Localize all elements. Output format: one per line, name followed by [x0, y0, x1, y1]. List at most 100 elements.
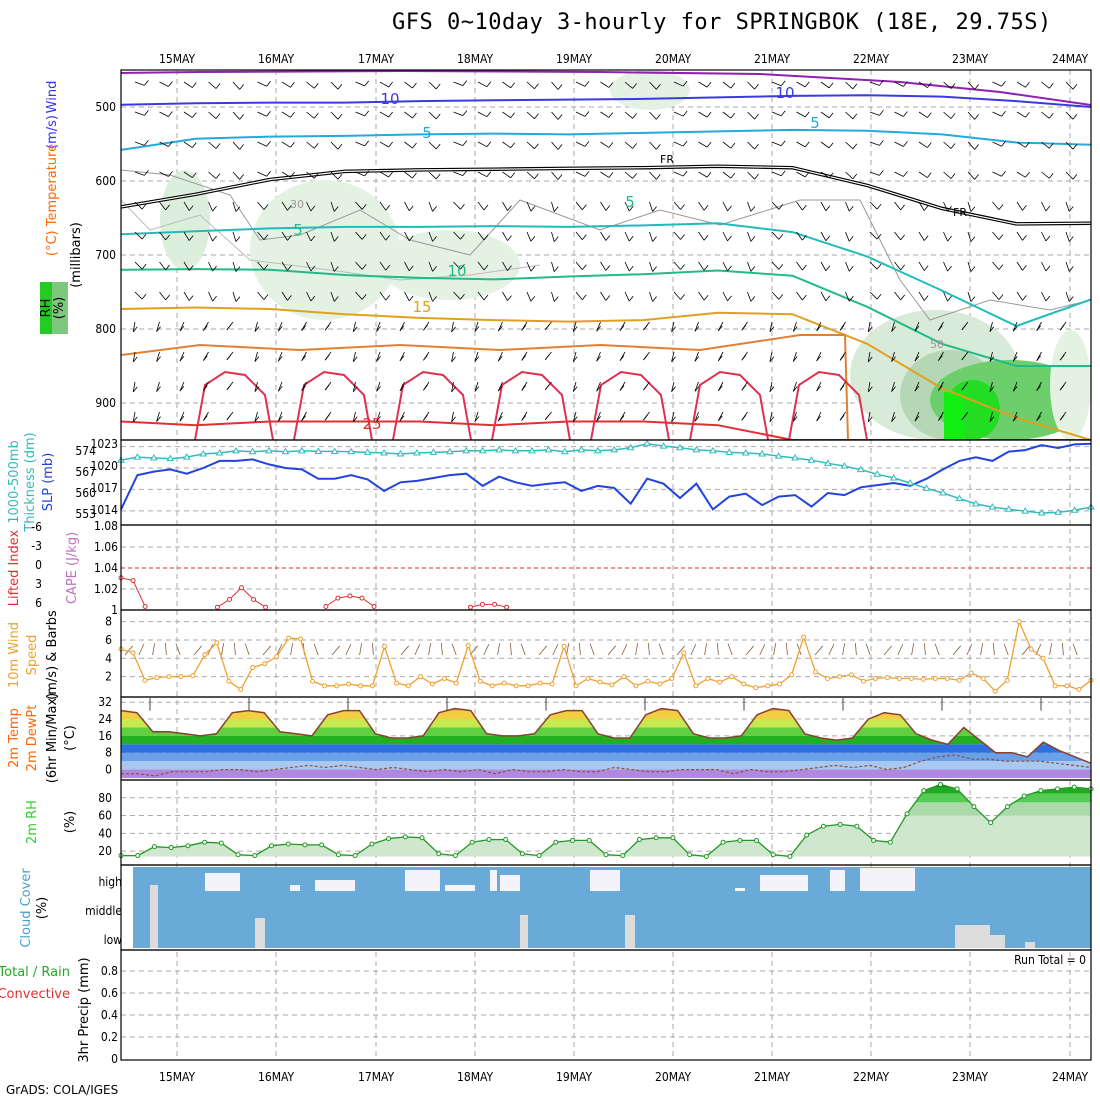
wind10-marker [1016, 619, 1022, 625]
wind-barb [839, 325, 845, 331]
ylabel-wind: Wind [45, 81, 60, 114]
thickness-tick: 567 [75, 465, 96, 479]
wind10-barb [359, 643, 363, 656]
rh-tick: 60 [98, 809, 112, 823]
rh-marker [737, 837, 743, 843]
wind-barb [428, 291, 433, 302]
wind-barb [1068, 296, 1074, 302]
rh-legend-swatch [40, 282, 52, 334]
ylabel-millibars: (millibars) [69, 222, 84, 288]
wind-barb [1012, 351, 1018, 362]
temp-tick: 0 [105, 763, 112, 777]
wind-barb [277, 386, 283, 392]
cloud-tick: low [104, 933, 123, 947]
wind10-barb [345, 643, 352, 656]
wind-barb [1001, 170, 1006, 177]
wind-barb [526, 201, 532, 212]
wind-barb [1016, 291, 1023, 301]
wind-barb [428, 171, 437, 180]
wind-barb [1016, 171, 1026, 178]
wind-barb [967, 231, 972, 242]
wind-barb [869, 291, 878, 300]
cloud-high-block [830, 870, 845, 891]
wind-barb [156, 381, 160, 392]
wind-barb [706, 141, 712, 148]
wind-barb [974, 174, 980, 180]
wind-barb [943, 111, 952, 119]
wind-barb [183, 261, 190, 271]
rh-marker [218, 840, 224, 846]
wind10-marker [226, 678, 232, 684]
wind-barb [352, 381, 356, 392]
wind10-marker [908, 675, 914, 681]
wind-barb [254, 381, 258, 392]
wind-barb [572, 351, 577, 362]
wind-barb [869, 261, 878, 270]
ylabel-temp2m: 2m Temp [7, 708, 22, 768]
wind-barb [497, 325, 503, 332]
wind-barb [804, 81, 810, 88]
wind10-marker [346, 681, 352, 687]
wind-barb [404, 201, 410, 212]
wind-barb [266, 110, 271, 117]
cloud-high-block [590, 870, 620, 891]
wind10-marker [860, 678, 866, 684]
thickness-marker [347, 447, 356, 455]
wind-barb [333, 206, 339, 212]
wind-barb [497, 385, 503, 392]
wind-barb [796, 111, 806, 118]
wind-barb [460, 203, 465, 210]
rh-marker [202, 839, 208, 845]
wind-barb [132, 386, 138, 393]
wind-barb [159, 261, 166, 271]
wind-barb [462, 80, 468, 86]
wind-barb [926, 142, 932, 148]
wind-barb [596, 351, 601, 362]
contour-label: 5 [625, 193, 635, 211]
wind10-tick: 4 [105, 651, 112, 665]
wind-barb [423, 325, 428, 331]
wind-barb [530, 235, 536, 242]
rh-marker [369, 841, 375, 847]
wind10-marker [609, 682, 615, 688]
isotherm-line [121, 94, 1091, 108]
wind-barb [379, 291, 387, 301]
thickness-marker [462, 446, 471, 454]
wind10-marker [1064, 683, 1070, 689]
wind-barb [557, 144, 563, 150]
wind-barb [717, 385, 723, 392]
wind-barb [188, 265, 194, 271]
wind-barb [330, 141, 339, 150]
date-label-top: 16MAY [258, 52, 295, 66]
wind-barb [852, 143, 858, 150]
wind-barb [722, 261, 728, 272]
wind-barb [792, 411, 797, 422]
wind-barb [451, 381, 454, 392]
wind-barb [423, 355, 428, 361]
rh-marker [285, 841, 291, 847]
wind10-barb [716, 643, 719, 656]
wind-barb [656, 114, 661, 120]
wind-barb [914, 411, 920, 422]
cloud-low-block [150, 885, 158, 948]
rh-marker [486, 837, 492, 843]
wind-barb [891, 351, 895, 362]
wind-barb [306, 261, 312, 272]
wind10-marker [968, 670, 974, 676]
wind-barb [649, 291, 653, 302]
wind-barb [747, 111, 755, 120]
wind10-marker [537, 680, 543, 686]
wind-barb [828, 82, 834, 89]
wind-barb [778, 264, 784, 270]
wind-barb [483, 264, 489, 271]
wind-barb [526, 171, 535, 179]
rh-marker [820, 823, 826, 829]
ylabel-wind10: 10m Wind [7, 622, 22, 688]
rh-marker [787, 853, 793, 859]
wind-barb [867, 321, 871, 332]
wind-barb [355, 261, 363, 270]
wind10-marker [777, 681, 783, 687]
thickness-marker [281, 447, 290, 455]
wind10-marker [717, 679, 723, 685]
wind-barb [330, 231, 335, 242]
